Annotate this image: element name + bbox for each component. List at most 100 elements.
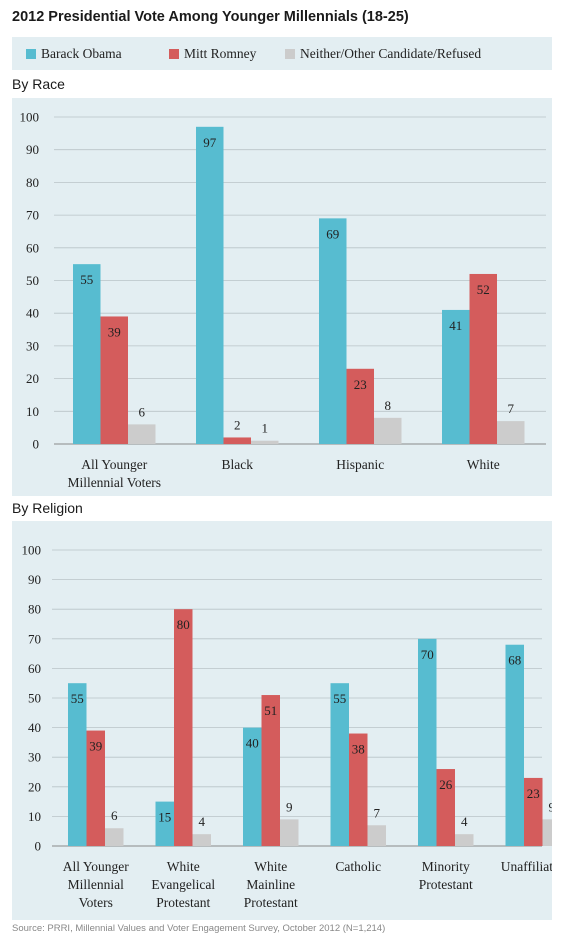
- y-tick-label: 70: [26, 208, 39, 223]
- y-tick-label: 20: [28, 779, 41, 794]
- bar-other-unaffiliated: [542, 819, 552, 846]
- y-tick-label: 90: [26, 142, 39, 157]
- data-label-obama: 55: [333, 691, 346, 706]
- data-label-other: 6: [139, 404, 146, 419]
- data-label-romney: 38: [352, 742, 365, 757]
- y-tick-label: 60: [26, 240, 39, 255]
- section-heading-race: By Race: [12, 76, 65, 92]
- bar-other-black: [251, 440, 279, 444]
- data-label-romney: 26: [439, 777, 453, 792]
- data-label-obama: 55: [80, 272, 93, 287]
- category-label: Catholic: [335, 859, 381, 874]
- bar-obama-white-mainline-protestant: [243, 727, 262, 846]
- data-label-romney: 39: [108, 324, 121, 339]
- bar-romney-white-evangelical-protestant: [174, 609, 193, 846]
- y-tick-label: 60: [28, 661, 41, 676]
- data-label-romney: 51: [264, 703, 277, 718]
- data-label-other: 7: [374, 805, 381, 820]
- category-label: Mainline: [246, 877, 295, 892]
- category-label: All Younger: [81, 457, 148, 472]
- bar-other-all-younger-millennial-voters: [128, 424, 156, 444]
- bar-other-all-younger-millennial-voters: [105, 828, 124, 846]
- y-tick-label: 30: [28, 750, 41, 765]
- y-tick-label: 100: [22, 543, 42, 558]
- legend-swatch-romney: [169, 49, 179, 59]
- section-heading-religion: By Religion: [12, 500, 83, 516]
- y-tick-label: 0: [33, 437, 40, 452]
- y-tick-label: 10: [28, 809, 41, 824]
- y-tick-label: 0: [35, 839, 42, 854]
- legend-label-romney: Mitt Romney: [184, 46, 257, 61]
- category-label: Protestant: [156, 895, 210, 910]
- data-label-obama: 40: [246, 736, 259, 751]
- data-label-other: 4: [199, 814, 206, 829]
- y-tick-label: 50: [26, 273, 39, 288]
- bar-obama-all-younger-millennial-voters: [68, 683, 87, 846]
- legend-item-romney: Mitt Romney: [169, 46, 256, 62]
- legend-label-obama: Barack Obama: [41, 46, 122, 61]
- data-label-romney: 23: [354, 377, 367, 392]
- category-label: Evangelical: [151, 877, 215, 892]
- legend-item-obama: Barack Obama: [26, 46, 122, 62]
- page-title: 2012 Presidential Vote Among Younger Mil…: [12, 9, 409, 25]
- y-tick-label: 10: [26, 404, 39, 419]
- bar-other-white-evangelical-protestant: [192, 834, 211, 846]
- data-label-obama: 97: [203, 135, 217, 150]
- data-label-obama: 70: [421, 647, 434, 662]
- y-tick-label: 70: [28, 631, 41, 646]
- chart-panel-religion: 0 10 20 30 40 50 60 70 80 90 100 55 39 6 All Younger Mi…: [12, 521, 552, 920]
- y-tick-label: 80: [28, 602, 41, 617]
- race-chart: 0 10 20 30 40 50 60 70 80 90 100 55 39 6 All Younger Mi…: [20, 110, 546, 490]
- bar-other-white: [497, 421, 525, 444]
- bar-obama-catholic: [330, 683, 349, 846]
- bar-romney-white-mainline-protestant: [261, 695, 280, 846]
- category-label: Black: [222, 457, 254, 472]
- bar-other-white-mainline-protestant: [280, 819, 299, 846]
- category-label: Voters: [79, 895, 113, 910]
- category-label: Hispanic: [336, 457, 384, 472]
- bar-romney-all-younger-millennial-voters: [100, 316, 128, 444]
- legend-label-other: Neither/Other Candidate/Refused: [300, 46, 482, 61]
- category-label: Millennial Voters: [67, 475, 161, 490]
- bar-obama-black: [196, 126, 224, 444]
- bar-obama-minority-protestant: [418, 638, 437, 846]
- category-label: White: [254, 859, 287, 874]
- category-label: Millennial: [68, 877, 124, 892]
- source-note: Source: PRRI, Millennial Values and Vote…: [12, 923, 386, 934]
- legend: Barack Obama Mitt Romney Neither/Other C…: [12, 37, 552, 70]
- bar-romney-minority-protestant: [436, 769, 455, 846]
- data-label-romney: 2: [234, 417, 241, 432]
- legend-swatch-other: [285, 49, 295, 59]
- y-tick-label: 30: [26, 338, 39, 353]
- data-label-romney: 23: [527, 786, 540, 801]
- y-tick-label: 80: [26, 175, 39, 190]
- category-label: White: [167, 859, 200, 874]
- data-label-obama: 15: [158, 810, 171, 825]
- data-label-romney: 39: [89, 739, 102, 754]
- bar-romney-all-younger-millennial-voters: [86, 730, 105, 846]
- legend-swatch-obama: [26, 49, 36, 59]
- bar-obama-white-evangelical-protestant: [155, 801, 174, 846]
- bar-obama-all-younger-millennial-voters: [73, 264, 101, 444]
- category-label: Minority: [422, 859, 470, 874]
- y-tick-label: 40: [26, 306, 39, 321]
- bar-other-minority-protestant: [455, 834, 474, 846]
- category-label: All Younger: [63, 859, 130, 874]
- chart-panel-race: 0 10 20 30 40 50 60 70 80 90 100 55 39 6 All Younger Mi…: [12, 98, 552, 496]
- y-tick-label: 20: [26, 371, 39, 386]
- category-label: White: [467, 457, 500, 472]
- data-label-romney: 80: [177, 617, 190, 632]
- data-label-other: 9: [286, 799, 293, 814]
- religion-chart: 0 10 20 30 40 50 60 70 80 90 100 55 39 6 All Younger Mi…: [22, 543, 553, 910]
- y-tick-label: 40: [28, 720, 41, 735]
- category-label: Protestant: [244, 895, 298, 910]
- data-label-obama: 41: [449, 318, 462, 333]
- data-label-other: 8: [385, 398, 392, 413]
- data-label-obama: 68: [508, 653, 521, 668]
- category-label: Unaffiliated: [501, 859, 552, 874]
- data-label-other: 4: [461, 814, 468, 829]
- bar-romney-catholic: [349, 733, 368, 846]
- data-label-other: 9: [549, 799, 553, 814]
- data-label-other: 6: [111, 808, 118, 823]
- bar-obama-hispanic: [319, 218, 347, 444]
